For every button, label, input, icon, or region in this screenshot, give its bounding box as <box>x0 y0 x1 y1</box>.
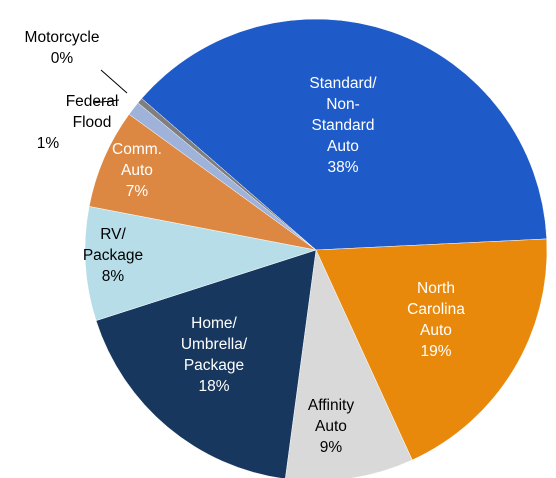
slice-label: RV/Package <box>83 226 143 264</box>
pie-slice <box>285 249 413 478</box>
value-label: 0% <box>51 50 74 67</box>
value-label: 7% <box>126 183 149 200</box>
leader-line <box>92 99 120 104</box>
slice-label: Home/Umbrella/Package <box>181 315 248 374</box>
value-label: 8% <box>102 268 125 285</box>
pie-slice <box>141 18 547 251</box>
value-label: 9% <box>320 439 343 456</box>
slice-label: Standard/Non-Standard Auto <box>309 75 377 155</box>
value-label: 1% <box>37 135 60 152</box>
pie-slice <box>84 206 317 321</box>
slice-label: Motorcycle <box>25 29 100 46</box>
pie-slice <box>137 98 317 251</box>
value-label: 18% <box>198 378 229 395</box>
pie-slice <box>315 238 548 461</box>
slice-label: Federal Flood <box>66 93 119 131</box>
pie-slice <box>95 249 317 478</box>
slice-label: North Carolina Auto <box>407 280 465 339</box>
slice-label: Affinity Auto <box>308 397 354 435</box>
leader-line <box>100 69 128 94</box>
value-label: 19% <box>420 343 451 360</box>
slice-label: Comm. Auto <box>112 141 162 179</box>
value-label: 38% <box>327 159 358 176</box>
